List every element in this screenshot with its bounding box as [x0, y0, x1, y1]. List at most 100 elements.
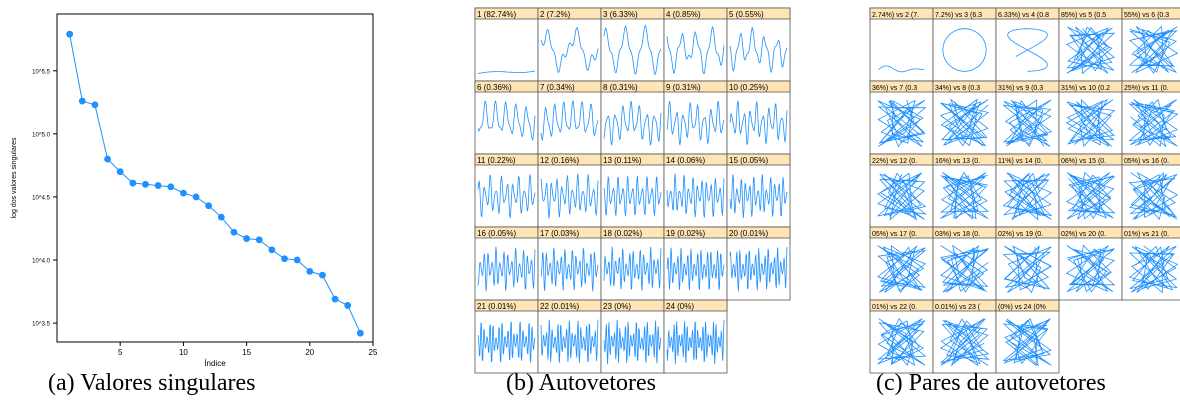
- caption-c: (c) Pares de autovetores: [876, 370, 1106, 396]
- panel: 5 (0.55%): [726, 7, 791, 82]
- panel-series-line: [1007, 28, 1048, 72]
- panel-label: 05%) vs 16 (0.: [1124, 158, 1169, 165]
- panel-series-line: [939, 98, 990, 147]
- panel-series-line: [939, 318, 990, 367]
- panel-series-line: [603, 246, 662, 291]
- panel-series-line: [877, 317, 927, 367]
- panel: 22 (0.01%): [537, 299, 602, 374]
- panel-series-line: [666, 100, 725, 146]
- data-point: [205, 202, 213, 210]
- x-tick-label: 15: [242, 348, 251, 357]
- data-point: [217, 213, 225, 221]
- panel: 05%) vs 16 (0.: [1121, 153, 1180, 228]
- panel-series-line: [1002, 245, 1052, 294]
- data-point: [281, 255, 288, 263]
- panel-label: 4 (0.85%): [666, 10, 701, 19]
- panel-series-line: [1128, 25, 1179, 74]
- panel-label: 10 (0.25%): [729, 83, 768, 92]
- panel-label: 13 (0.11%): [603, 156, 642, 165]
- panel: 14 (0.06%): [663, 153, 728, 228]
- x-tick-label: 5: [118, 348, 123, 357]
- panel-series-line: [540, 100, 599, 141]
- y-axis-label: log dos valores singulares: [11, 137, 18, 218]
- panel-strip: [1121, 226, 1180, 239]
- panel: 02%) vs 20 (0.: [1058, 226, 1123, 301]
- panel: 85%) vs 5 (0.5: [1058, 7, 1123, 82]
- panel: 15 (0.05%): [726, 153, 791, 228]
- y-tick-label: 10^5.5: [32, 69, 50, 75]
- panel-label: 24 (0%): [666, 302, 694, 311]
- panel: 05%) vs 17 (0.: [869, 226, 934, 301]
- y-tick-label: 10^4.0: [32, 259, 50, 265]
- panel: 3 (6.33%): [600, 7, 665, 82]
- panel-series-line: [1065, 244, 1116, 293]
- plot-frame: [56, 13, 374, 343]
- panel-label: 9 (0.31%): [666, 83, 701, 92]
- panel: 03%) vs 18 (0.: [932, 226, 997, 301]
- x-tick-label: 25: [369, 348, 378, 357]
- panel-strip: [726, 226, 791, 239]
- panel-series-line: [666, 247, 725, 291]
- x-axis-label: Índice: [204, 359, 226, 368]
- data-point: [116, 168, 124, 176]
- panel: 25%) vs 11 (0.: [1121, 80, 1180, 155]
- panel: 22%) vs 12 (0.: [869, 153, 934, 228]
- y-tick-label: 10^3.5: [32, 322, 50, 328]
- panel: 23 (0%): [600, 299, 665, 374]
- panel: 11%) vs 14 (0.: [995, 153, 1060, 228]
- panel: 7 (0.34%): [537, 80, 602, 155]
- panel-series-line: [477, 100, 536, 141]
- panel-label: (0%) vs 24 (0%: [998, 304, 1046, 311]
- panel-series-line: [876, 244, 927, 293]
- panel: 2 (7.2%): [537, 7, 602, 82]
- panel: (0%) vs 24 (0%: [995, 299, 1060, 374]
- data-point: [356, 329, 364, 337]
- panel-label: 36%) vs 7 (0.3: [872, 85, 917, 92]
- panel-label: 18 (0.02%): [603, 229, 642, 238]
- panel: 55%) vs 6 (0.3: [1121, 7, 1180, 82]
- panel-label: 6.33%) vs 4 (0.8: [998, 12, 1049, 19]
- panel-label: 2.74%) vs 2 (7.: [872, 12, 919, 19]
- panel-label: 3 (6.33%): [603, 10, 638, 19]
- panel-label: 7 (0.34%): [540, 83, 575, 92]
- panel-label: 03%) vs 18 (0.: [935, 231, 980, 238]
- panel-series-line: [1002, 99, 1053, 148]
- panel-series-line: [477, 174, 536, 218]
- panel-label: 85%) vs 5 (0.5: [1061, 12, 1106, 19]
- panel: 21 (0.01%): [474, 299, 539, 374]
- panel-strip: [1121, 153, 1180, 166]
- data-point: [306, 267, 314, 275]
- panel-series-line: [603, 319, 662, 365]
- panel-series-line: [603, 175, 662, 216]
- panel-label: 6 (0.36%): [477, 83, 512, 92]
- panel-label: 7.2%) vs 3 (6.3: [935, 12, 982, 19]
- panel-label: 02%) vs 20 (0.: [1061, 231, 1106, 238]
- y-tick-label: 10^5.0: [32, 132, 50, 138]
- panel: 13 (0.11%): [600, 153, 665, 228]
- caption-b: (b) Autovetores: [506, 370, 656, 396]
- data-point: [255, 236, 263, 244]
- data-point: [180, 189, 187, 197]
- panel-series-line: [940, 171, 990, 220]
- panel-label: 16%) vs 13 (0.: [935, 158, 980, 165]
- eigenvector-pairs-grid: 2.74%) vs 2 (7. 7.2%) vs 3 (6.3 6.33%) vs …: [869, 7, 1180, 374]
- data-point: [66, 30, 74, 38]
- panel-series-line: [729, 100, 788, 145]
- panel-series-line: [878, 65, 925, 73]
- panel-frame: [869, 153, 934, 228]
- panel: 02%) vs 19 (0.: [995, 226, 1060, 301]
- panel: 31%) vs 9 (0.3: [995, 80, 1060, 155]
- panel-series-line: [1065, 26, 1116, 75]
- data-point: [192, 193, 200, 201]
- panel-series-line: [603, 101, 662, 146]
- panel-series-line: [666, 173, 725, 218]
- panel: 16 (0.05%): [474, 226, 539, 301]
- data-point: [91, 101, 99, 109]
- series-line: [69, 34, 361, 334]
- panel-series-line: [1002, 172, 1053, 221]
- caption-a: (a) Valores singulares: [48, 370, 256, 396]
- panel-series-line: [540, 26, 599, 74]
- panel: 20 (0.01%): [726, 226, 791, 301]
- panel-series-line: [1065, 171, 1116, 220]
